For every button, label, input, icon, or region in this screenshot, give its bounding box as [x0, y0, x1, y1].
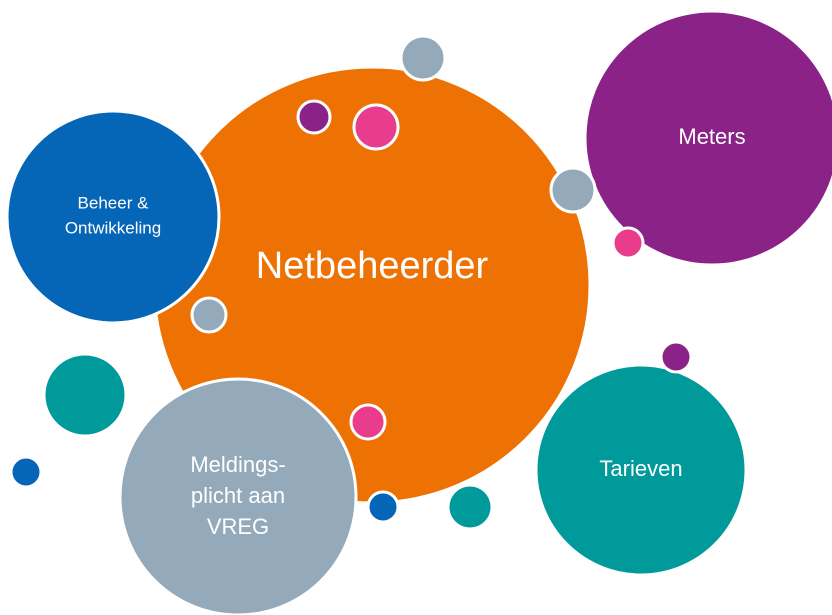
bubble-meters: [583, 9, 832, 267]
small-bubble: [42, 352, 128, 438]
node-label: Tarieven: [599, 456, 682, 481]
node-label: Netbeheerder: [256, 245, 489, 287]
small-bubble: [190, 296, 228, 334]
small-bubble: [446, 483, 494, 531]
small-bubble: [296, 99, 332, 135]
node-label: Beheer &: [78, 193, 150, 212]
bubble-meldingsplicht: [118, 377, 358, 615]
small-bubble: [349, 403, 387, 441]
node-label: Ontwikkeling: [65, 218, 161, 237]
node-label: Meters: [678, 124, 745, 149]
node-label: Meldings-: [190, 452, 285, 477]
small-bubble: [549, 166, 597, 214]
bubble-beheer: [5, 109, 221, 325]
small-bubble: [352, 103, 400, 151]
small-bubble: [659, 340, 693, 374]
small-bubble: [399, 34, 447, 82]
small-bubble: [366, 490, 400, 524]
small-bubble: [9, 455, 43, 489]
node-label: plicht aan: [191, 483, 285, 508]
node-label: VREG: [207, 514, 269, 539]
bubble-tarieven: [534, 363, 748, 577]
small-bubble: [611, 226, 645, 260]
